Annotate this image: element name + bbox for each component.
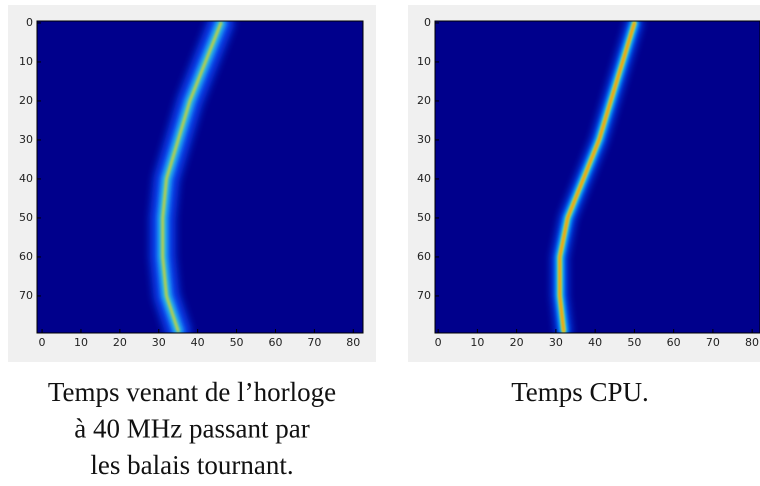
- x-tick-label: 50: [230, 336, 244, 349]
- x-tick-label: 60: [667, 336, 681, 349]
- x-tick-label: 60: [268, 336, 282, 349]
- x-tick-label: 70: [706, 336, 720, 349]
- y-tick-label: 40: [19, 172, 33, 185]
- x-tick-label: 80: [346, 336, 360, 349]
- x-tick-label: 0: [435, 336, 442, 349]
- y-tick-label: 10: [19, 55, 33, 68]
- y-tick-label: 50: [417, 211, 431, 224]
- heatmap-background: [435, 21, 760, 333]
- y-tick-label: 50: [19, 211, 33, 224]
- x-tick-label: 20: [510, 336, 524, 349]
- y-tick-label: 30: [19, 133, 33, 146]
- caption: à 40 MHz passant par: [74, 414, 309, 444]
- y-tick-label: 0: [26, 16, 33, 29]
- y-tick-label: 70: [417, 289, 431, 302]
- caption: Temps CPU.: [511, 377, 649, 407]
- plot-frame: [36, 20, 364, 334]
- x-tick-label: 30: [549, 336, 563, 349]
- x-tick-label: 40: [191, 336, 205, 349]
- heatmap: [37, 21, 363, 333]
- x-tick-label: 20: [113, 336, 127, 349]
- y-tick-label: 60: [19, 250, 33, 263]
- y-tick-label: 20: [19, 94, 33, 107]
- y-tick-label: 40: [417, 172, 431, 185]
- y-tick-label: 0: [424, 16, 431, 29]
- y-tick-label: 20: [417, 94, 431, 107]
- y-tick-label: 60: [417, 250, 431, 263]
- ridge: [161, 21, 223, 333]
- x-tick-label: 70: [307, 336, 321, 349]
- x-tick-label: 0: [39, 336, 46, 349]
- x-tick-label: 40: [588, 336, 602, 349]
- x-tick-label: 10: [470, 336, 484, 349]
- x-tick-label: 80: [745, 336, 759, 349]
- y-tick-label: 10: [417, 55, 431, 68]
- x-tick-label: 30: [152, 336, 166, 349]
- caption: les balais tournant.: [90, 450, 293, 480]
- y-tick-label: 70: [19, 289, 33, 302]
- heatmap: [435, 21, 760, 333]
- x-tick-label: 50: [627, 336, 641, 349]
- plot-frame: [434, 20, 760, 334]
- caption: Temps venant de l’horloge: [48, 377, 336, 407]
- x-tick-label: 10: [74, 336, 88, 349]
- ridge: [559, 22, 636, 332]
- y-tick-label: 30: [417, 133, 431, 146]
